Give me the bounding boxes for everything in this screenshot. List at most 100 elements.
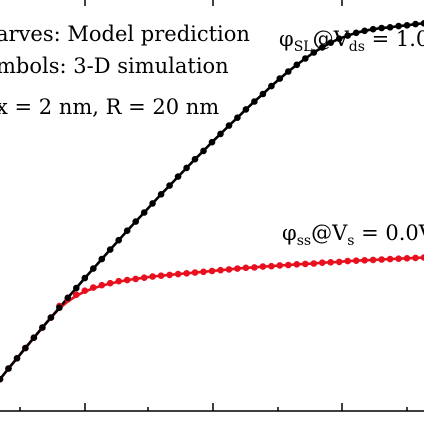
annotation-phi-sl-value: = 1.0 bbox=[364, 27, 424, 51]
sim-point-0-13 bbox=[106, 246, 114, 253]
sim-point-0-36 bbox=[302, 55, 309, 62]
sim-point-0-39 bbox=[327, 39, 335, 46]
bottom-axis bbox=[0, 403, 424, 412]
model-curve-1 bbox=[0, 256, 424, 381]
annotation-phi-ss-base: φ bbox=[282, 221, 297, 245]
sim-point-1-12 bbox=[98, 281, 106, 289]
sim-point-1-15 bbox=[123, 276, 131, 284]
sim-point-1-34 bbox=[285, 261, 292, 269]
sim-point-0-37 bbox=[310, 49, 318, 56]
sim-point-0-24 bbox=[200, 147, 207, 155]
sim-point-1-44 bbox=[369, 256, 377, 264]
sim-point-0-30 bbox=[251, 98, 258, 105]
sim-point-1-33 bbox=[276, 262, 284, 269]
sim-point-0-2 bbox=[13, 355, 21, 362]
sim-point-1-38 bbox=[318, 259, 326, 267]
legend-symbols-text: mbols: 3-D simulation bbox=[0, 54, 229, 78]
sim-point-1-10 bbox=[81, 287, 89, 295]
sim-point-0-8 bbox=[64, 294, 72, 302]
annotation-phi-sl-vsub: ds bbox=[348, 39, 365, 55]
sim-point-0-5 bbox=[39, 324, 46, 331]
sim-point-0-6 bbox=[47, 314, 55, 321]
sim-point-1-39 bbox=[327, 259, 335, 266]
sim-point-0-47 bbox=[395, 22, 402, 30]
legend-parameters-text: x = 2 nm, R = 20 nm bbox=[0, 95, 220, 119]
sim-point-0-46 bbox=[386, 24, 394, 31]
sim-point-0-11 bbox=[90, 265, 97, 272]
annotation-phi-sl-sub: SL bbox=[293, 39, 313, 55]
sim-point-1-50 bbox=[420, 254, 424, 261]
sim-point-0-0 bbox=[0, 375, 4, 383]
sim-point-0-12 bbox=[98, 255, 106, 263]
sim-point-0-4 bbox=[30, 334, 38, 342]
sim-point-0-27 bbox=[225, 122, 233, 129]
annotation-phi-sl-mid: @V bbox=[312, 27, 349, 51]
sim-point-0-9 bbox=[73, 284, 80, 292]
sim-point-0-3 bbox=[22, 344, 29, 352]
sim-point-1-41 bbox=[344, 257, 352, 265]
sim-point-0-45 bbox=[378, 24, 385, 32]
sim-point-1-40 bbox=[335, 258, 343, 266]
sim-point-1-25 bbox=[208, 267, 216, 275]
sim-point-0-40 bbox=[335, 35, 343, 42]
sim-point-1-28 bbox=[234, 265, 241, 272]
sim-point-1-17 bbox=[140, 274, 148, 282]
sim-point-0-31 bbox=[259, 90, 267, 98]
sim-point-0-7 bbox=[56, 304, 63, 312]
sim-point-1-18 bbox=[149, 273, 156, 280]
sim-point-1-49 bbox=[412, 254, 419, 262]
sim-point-1-47 bbox=[395, 255, 402, 262]
sim-point-1-32 bbox=[268, 262, 275, 270]
sim-point-0-49 bbox=[412, 20, 419, 28]
sim-point-1-27 bbox=[225, 266, 233, 273]
sim-point-0-14 bbox=[115, 236, 122, 244]
sim-point-1-29 bbox=[242, 264, 250, 272]
sim-point-0-16 bbox=[132, 218, 139, 225]
annotation-phi-sl: φSL@Vds = 1.0 bbox=[279, 27, 424, 55]
sim-point-0-44 bbox=[369, 25, 377, 33]
sim-point-0-25 bbox=[208, 138, 216, 146]
sim-point-1-24 bbox=[200, 268, 207, 276]
sim-point-0-35 bbox=[293, 61, 301, 69]
sim-point-0-15 bbox=[123, 227, 131, 234]
sim-point-0-50 bbox=[420, 20, 424, 27]
sim-point-1-42 bbox=[352, 257, 360, 265]
annotation-phi-ss-mid: @V bbox=[311, 221, 348, 245]
sim-point-1-19 bbox=[157, 272, 165, 280]
sim-point-0-21 bbox=[174, 173, 182, 180]
sim-point-1-48 bbox=[403, 254, 411, 262]
sim-point-0-33 bbox=[276, 75, 284, 82]
sim-point-1-26 bbox=[217, 266, 224, 274]
sim-point-0-41 bbox=[344, 32, 352, 39]
sim-point-0-38 bbox=[318, 44, 326, 51]
annotation-phi-sl-base: φ bbox=[279, 27, 294, 51]
sim-point-1-37 bbox=[310, 260, 318, 267]
sim-point-1-9 bbox=[73, 291, 80, 299]
sim-point-0-1 bbox=[5, 365, 12, 372]
annotation-phi-ss: φss@Vs = 0.0V bbox=[282, 221, 424, 249]
sim-point-0-23 bbox=[191, 155, 199, 163]
sim-point-1-46 bbox=[386, 255, 394, 263]
sim-point-1-21 bbox=[174, 270, 182, 278]
sim-point-1-16 bbox=[132, 275, 139, 283]
annotation-phi-ss-sub: ss bbox=[296, 233, 312, 249]
sim-point-0-28 bbox=[234, 114, 241, 121]
top-axis-ticks bbox=[84, 0, 343, 6]
sim-point-1-35 bbox=[293, 261, 301, 268]
sim-point-0-32 bbox=[268, 82, 275, 90]
sim-point-1-43 bbox=[361, 257, 368, 264]
sim-point-0-42 bbox=[352, 29, 360, 37]
simulation-points bbox=[0, 20, 424, 383]
sim-point-1-13 bbox=[106, 279, 114, 287]
sim-point-1-36 bbox=[302, 260, 309, 268]
annotation-phi-ss-vsub: s bbox=[347, 233, 355, 249]
sim-point-1-23 bbox=[191, 269, 199, 276]
sim-point-0-26 bbox=[217, 130, 224, 138]
sim-point-0-48 bbox=[403, 22, 411, 29]
sim-point-0-43 bbox=[361, 27, 368, 35]
sim-point-1-22 bbox=[183, 270, 190, 277]
sim-point-1-30 bbox=[251, 264, 258, 271]
sim-point-1-20 bbox=[166, 271, 173, 279]
sim-point-0-29 bbox=[242, 106, 250, 113]
